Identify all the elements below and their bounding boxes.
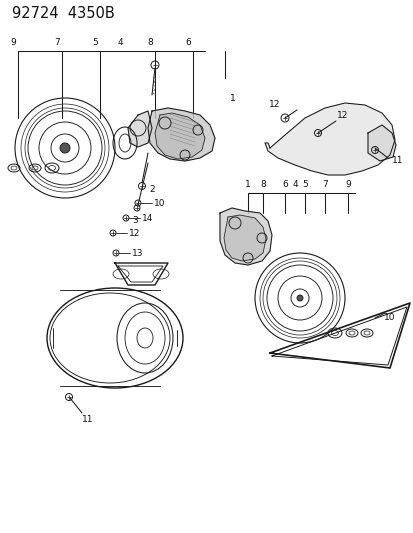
Text: 10: 10: [154, 198, 165, 207]
Text: 92724  4350B: 92724 4350B: [12, 5, 114, 20]
Text: 7: 7: [321, 180, 327, 189]
Polygon shape: [154, 113, 204, 159]
Text: 10: 10: [383, 313, 395, 322]
Polygon shape: [128, 111, 152, 147]
Text: 11: 11: [391, 156, 403, 165]
Text: 14: 14: [142, 214, 153, 222]
Text: 5: 5: [92, 37, 97, 46]
Text: 12: 12: [269, 100, 280, 109]
Polygon shape: [147, 108, 214, 161]
Text: 9: 9: [10, 37, 16, 46]
Circle shape: [296, 295, 302, 301]
Text: 7: 7: [54, 37, 60, 46]
Polygon shape: [219, 208, 271, 265]
Polygon shape: [367, 125, 395, 161]
Text: 4: 4: [117, 37, 123, 46]
Text: 3: 3: [132, 215, 138, 224]
Text: 5: 5: [301, 180, 307, 189]
Text: 1: 1: [244, 180, 250, 189]
Polygon shape: [223, 215, 266, 261]
Text: 8: 8: [147, 37, 152, 46]
Polygon shape: [264, 103, 394, 175]
Text: 12: 12: [337, 110, 348, 119]
Text: 4: 4: [292, 180, 297, 189]
Text: 1: 1: [230, 93, 235, 102]
Text: 12: 12: [129, 229, 140, 238]
Circle shape: [60, 143, 70, 153]
Text: 2: 2: [149, 184, 154, 193]
Text: 6: 6: [281, 180, 287, 189]
Text: 11: 11: [82, 415, 93, 424]
Text: 13: 13: [132, 248, 143, 257]
Text: 9: 9: [344, 180, 350, 189]
Text: 6: 6: [185, 37, 190, 46]
Text: 8: 8: [259, 180, 265, 189]
